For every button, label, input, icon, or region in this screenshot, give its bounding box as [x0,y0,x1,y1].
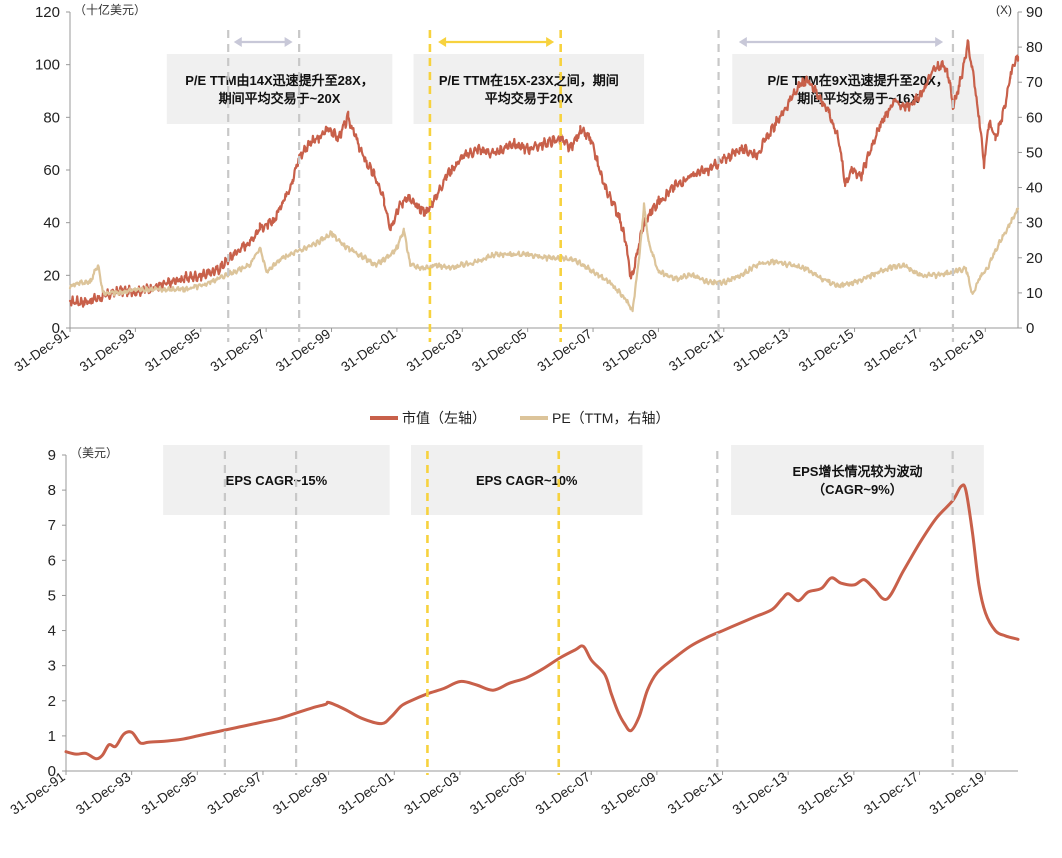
annotation-box-3 [731,445,984,515]
x-tick-label: 31-Dec-05 [469,326,529,374]
range-arrow-head-right [935,37,944,47]
x-tick-label: 31-Dec-01 [338,326,398,374]
annotation-box-1 [166,54,393,124]
legend-label-2: PE（TTM，右轴） [552,410,669,426]
x-tick-label: 31-Dec-99 [273,326,333,374]
y-left-tick-label: 0 [48,763,56,780]
chart-panel-1: P/E TTM由14X迅速提升至28X， 期间平均交易于~20X P/E TTM在1… [11,2,1042,426]
x-tick-label: 31-Dec-07 [533,769,593,817]
x-tick-label: 31-Dec-19 [927,769,987,817]
annotation-text: EPS CAGR~10% [476,473,578,488]
y-right-tick-label: 40 [1026,180,1043,197]
y-left-tick-label: 40 [43,215,60,232]
range-arrow-head-left [233,37,242,47]
y-right-tick-label: 80 [1026,39,1043,56]
x-tick-label: 31-Dec-07 [535,326,595,374]
y-left-tick-label: 1 [48,728,56,745]
annotation-text: P/E TTM在15X-23X之间，期间 [439,73,619,88]
annotation-text: 期间平均交易于~16X [797,91,919,106]
y-right-unit: (X) [996,3,1012,17]
x-tick-label: 31-Dec-01 [336,769,396,817]
x-tick-label: 31-Dec-13 [731,326,791,374]
x-tick-label: 31-Dec-13 [730,769,790,817]
y-right-tick-label: 10 [1026,285,1043,302]
series-line-2 [68,202,1020,313]
series-line-1 [64,483,1020,761]
x-tick-label: 31-Dec-91 [11,326,71,374]
annotation-text: 期间平均交易于~20X [219,91,341,106]
y-left-unit: （美元） [70,446,118,460]
y-left-tick-label: 3 [48,658,56,675]
chart-panel-2: EPS CAGR~15% EPS CAGR~10% EPS增长情况较为波动 （CAGR… [7,445,1020,818]
range-arrow-head-right [284,37,293,47]
y-right-tick-label: 60 [1026,109,1043,126]
annotation-box-1 [163,445,390,515]
y-left-tick-label: 20 [43,267,60,284]
y-right-tick-label: 90 [1026,4,1043,21]
y-left-tick-label: 80 [43,109,60,126]
x-tick-label: 31-Dec-19 [927,326,987,374]
x-tick-label: 31-Dec-15 [795,769,855,817]
annotation-text: EPS CAGR~15% [226,473,328,488]
y-right-tick-label: 70 [1026,74,1043,91]
annotation-text: P/E TTM在9X迅速提升至20X， [767,73,948,88]
x-tick-label: 31-Dec-09 [598,769,658,817]
y-left-tick-label: 8 [48,482,56,499]
y-right-tick-label: 0 [1026,320,1034,337]
range-arrow-head-right [546,37,555,47]
x-tick-label: 31-Dec-97 [204,769,264,817]
x-tick-label: 31-Dec-91 [7,769,67,817]
x-tick-label: 31-Dec-95 [142,326,202,374]
y-left-tick-label: 9 [48,447,56,464]
series-line-1 [68,39,1020,308]
y-left-tick-label: 60 [43,162,60,179]
x-tick-label: 31-Dec-11 [666,326,725,374]
annotation-text: （CAGR~9%） [812,482,903,497]
x-tick-label: 31-Dec-97 [208,326,268,374]
y-left-tick-label: 120 [35,4,60,21]
y-left-tick-label: 2 [48,693,56,710]
x-tick-label: 31-Dec-05 [467,769,527,817]
y-left-tick-label: 0 [52,320,60,337]
range-arrow-head-left [738,37,747,47]
y-right-tick-label: 20 [1026,250,1043,267]
annotation-box-3 [732,54,985,124]
y-left-tick-label: 7 [48,517,56,534]
y-left-tick-label: 100 [35,57,60,74]
x-tick-label: 31-Dec-11 [665,769,724,817]
x-tick-label: 31-Dec-03 [404,326,464,374]
x-tick-label: 31-Dec-17 [861,769,921,817]
legend-label-1: 市值（左轴） [402,410,486,426]
legend: 市值（左轴） PE（TTM，右轴） [370,410,669,426]
annotation-text: EPS增长情况较为波动 [792,464,922,479]
annotation-text: P/E TTM由14X迅速提升至28X， [185,73,374,88]
y-right-tick-label: 50 [1026,144,1043,161]
annotation-box-2 [411,445,643,515]
x-tick-label: 31-Dec-09 [600,326,660,374]
y-right-tick-label: 30 [1026,215,1043,232]
x-tick-label: 31-Dec-99 [270,769,330,817]
x-tick-label: 31-Dec-93 [73,769,133,817]
range-arrow-head-left [438,37,447,47]
y-left-unit: （十亿美元） [74,2,146,17]
x-tick-label: 31-Dec-03 [401,769,461,817]
x-tick-label: 31-Dec-93 [77,326,137,374]
annotation-box-2 [413,54,645,124]
y-left-tick-label: 5 [48,587,56,604]
x-tick-label: 31-Dec-17 [861,326,921,374]
y-left-tick-label: 4 [48,623,56,640]
y-left-tick-label: 6 [48,552,56,569]
x-tick-label: 31-Dec-95 [139,769,199,817]
annotation-text: 平均交易于20X [485,91,573,106]
x-tick-label: 31-Dec-15 [796,326,856,374]
